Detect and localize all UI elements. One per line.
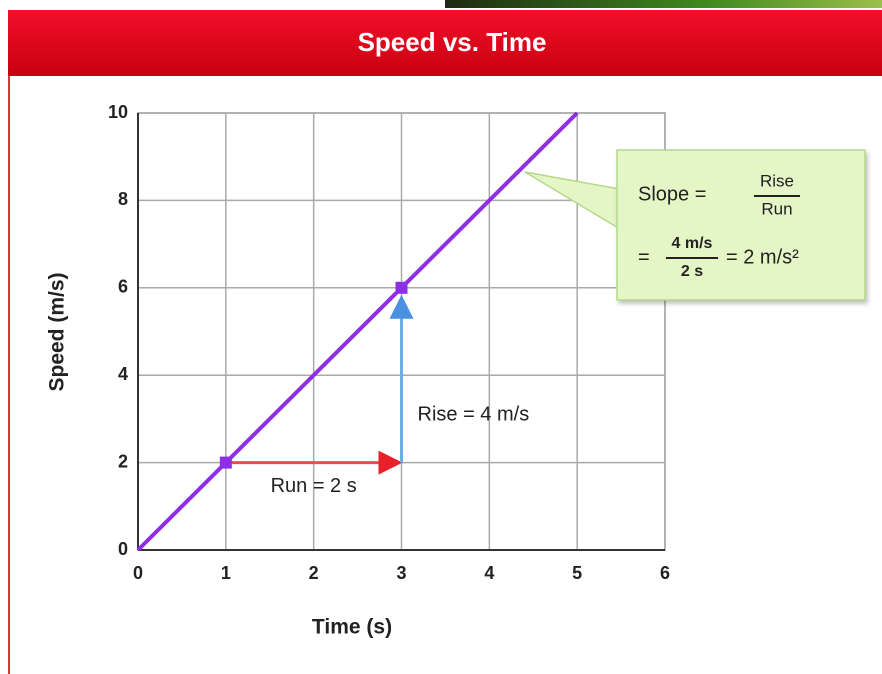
x-tick-label: 0 <box>133 563 143 583</box>
header-bar <box>8 10 882 76</box>
marks: Run = 2 s Rise = 4 m/s <box>136 111 579 552</box>
annotation: Rise = 4 m/s <box>418 403 530 425</box>
grid: 0 1 2 3 4 5 6 0 2 4 6 8 10 <box>108 102 670 583</box>
y-tick-label: 4 <box>118 364 128 384</box>
y-tick-label: 0 <box>118 539 128 559</box>
callout-text: Run <box>761 199 792 218</box>
callout-text: 2 s <box>681 263 703 280</box>
annotation: Run = 2 s <box>271 475 357 497</box>
y-tick-label: 10 <box>108 102 128 122</box>
x-tick-label: 6 <box>660 563 670 583</box>
callout-text: Slope = <box>638 183 706 205</box>
callout-text: 4 m/s <box>672 235 713 252</box>
x-tick-label: 1 <box>221 563 231 583</box>
y-tick-label: 2 <box>118 451 128 471</box>
x-axis-label: Time (s) <box>312 616 392 639</box>
y-axis-label: Speed (m/s) <box>46 272 69 391</box>
x-tick-label: 2 <box>309 563 319 583</box>
callout-box <box>616 149 866 301</box>
callout-text: = 2 m/s² <box>726 246 799 268</box>
y-tick-label: 8 <box>118 189 128 209</box>
point <box>395 281 408 294</box>
callout-text: = <box>638 246 650 268</box>
y-tick-label: 6 <box>118 277 128 297</box>
x-tick-label: 5 <box>572 563 582 583</box>
line <box>136 111 579 552</box>
chart-title: Speed vs. Time <box>358 27 547 57</box>
point <box>219 456 232 469</box>
callout-text: Rise <box>760 171 794 190</box>
header-image <box>445 0 882 8</box>
x-tick-label: 4 <box>484 563 494 583</box>
x-tick-label: 3 <box>396 563 406 583</box>
